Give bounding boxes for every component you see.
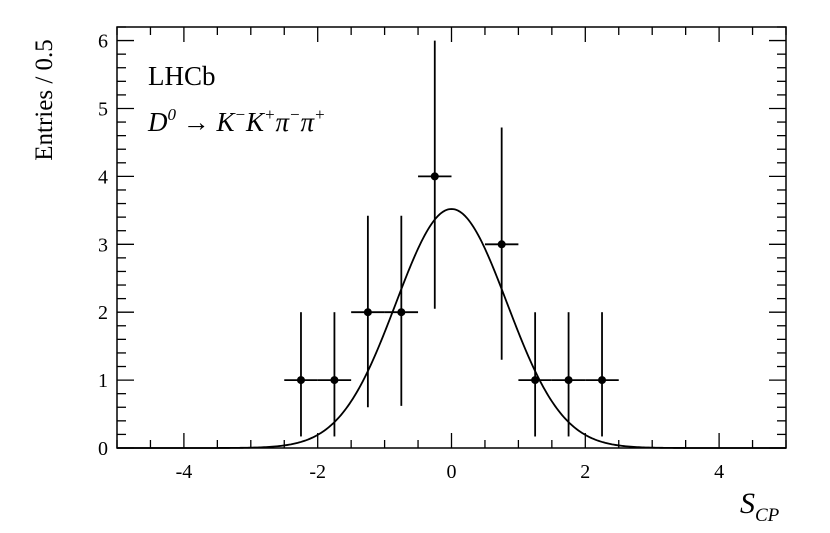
- fit-curve: [117, 208, 786, 449]
- decay-charge-superscript: +: [314, 105, 325, 124]
- data-marker: [330, 376, 339, 385]
- decay-particle: D: [147, 107, 168, 137]
- y-axis-label: Entries / 0.5: [31, 39, 58, 161]
- experiment-label: LHCb: [148, 61, 216, 91]
- y-tick-label: 6: [98, 31, 108, 53]
- y-tick-label: 1: [98, 370, 108, 392]
- x-tick-label: 0: [447, 461, 457, 483]
- data-marker: [598, 376, 607, 385]
- data-point: [418, 40, 452, 309]
- data-point: [317, 312, 352, 437]
- data-point: [384, 215, 419, 406]
- data-marker: [497, 240, 506, 249]
- data-point: [585, 312, 619, 437]
- x-tick-label: -2: [309, 461, 326, 483]
- decay-particle: K: [216, 107, 237, 137]
- decay-particle: π: [276, 107, 291, 137]
- data-marker: [397, 308, 406, 317]
- data-marker: [363, 308, 372, 317]
- decay-particle: K: [245, 107, 266, 137]
- decay-charge-superscript: −: [289, 105, 300, 124]
- x-axis-label: SCP: [740, 487, 780, 526]
- data-marker: [531, 376, 540, 385]
- decay-charge-superscript: 0: [168, 105, 177, 124]
- x-axis-label-main: S: [740, 487, 755, 520]
- x-tick-label: 2: [580, 461, 590, 483]
- x-tick-label: 4: [714, 461, 724, 483]
- y-tick-label: 2: [98, 302, 108, 324]
- decay-label: D0​ → K−​K+​π−​π+​: [147, 105, 326, 137]
- data-point: [518, 312, 552, 437]
- data-marker: [296, 376, 305, 385]
- data-marker: [564, 376, 573, 385]
- x-axis-label-subscript: CP: [755, 505, 780, 526]
- data-point: [351, 215, 385, 408]
- plot-frame: [116, 26, 787, 449]
- decay-charge-superscript: +: [264, 105, 275, 124]
- y-tick-label: 3: [98, 234, 108, 256]
- data-point: [284, 312, 318, 437]
- x-tick-label: -4: [176, 461, 193, 483]
- data-point: [551, 312, 586, 437]
- decay-particle: π: [301, 107, 316, 137]
- y-tick-label: 4: [98, 166, 108, 188]
- y-tick-label: 0: [98, 438, 108, 460]
- data-marker: [430, 172, 439, 181]
- decay-particle: →: [176, 107, 217, 137]
- decay-charge-superscript: −: [235, 105, 246, 124]
- data-point: [484, 127, 519, 360]
- y-tick-label: 5: [98, 98, 108, 120]
